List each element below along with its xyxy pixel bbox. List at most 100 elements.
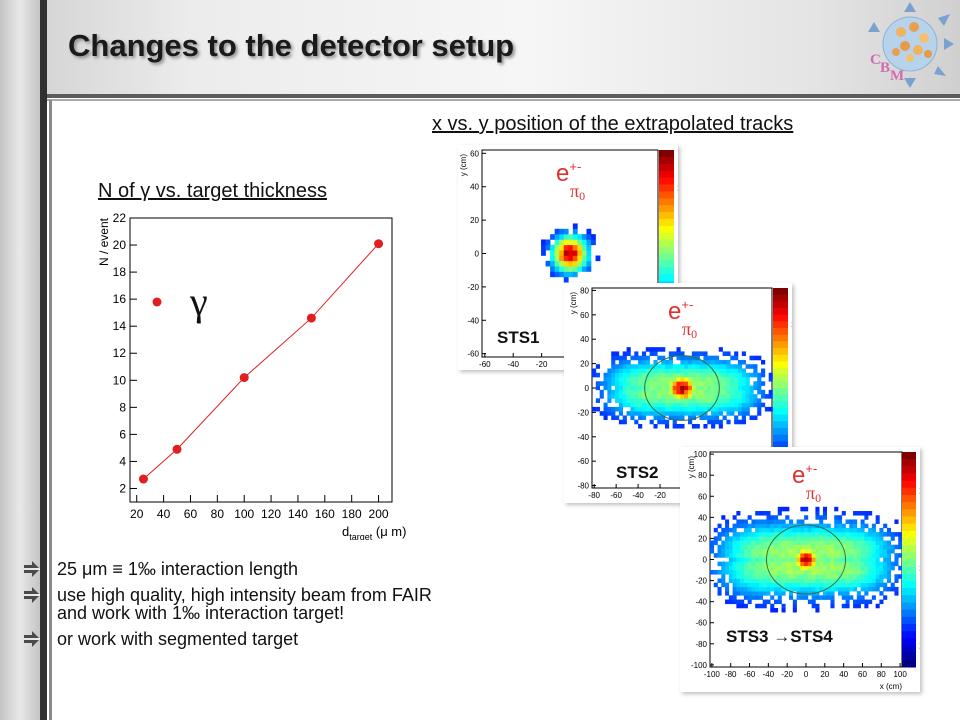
heatmap-cell (887, 574, 891, 579)
bullet-item: 25 μm ≡ 1‰ interaction length (24, 560, 464, 578)
heatmap-cell (657, 381, 661, 386)
heatmap-cell (573, 256, 578, 262)
heatmap-cell (630, 377, 634, 382)
heatmap-cell (774, 541, 778, 546)
heatmap-cell (785, 562, 789, 567)
heatmap-cell (623, 360, 627, 365)
heatmap-cell (755, 574, 759, 579)
heatmap-cell (582, 261, 587, 267)
heatmap-cell (646, 360, 650, 365)
heatmap-cell (684, 381, 688, 386)
heatmap-cell (898, 574, 902, 579)
heatmap-cell (770, 524, 774, 529)
heatmap-cell (738, 386, 742, 391)
heatmap-cell (823, 574, 827, 579)
heatmap-cell (611, 407, 615, 412)
heatmap-cell (615, 386, 619, 391)
heatmap-cell (823, 557, 827, 562)
heatmap-cell (744, 553, 748, 558)
heatmap-cell (823, 562, 827, 567)
heatmap-cell (834, 528, 838, 533)
heatmap-cell (733, 578, 737, 583)
heatmap-cell (559, 256, 564, 262)
heatmap-cell (834, 524, 838, 529)
heatmap-cell (857, 545, 861, 550)
heatmap-cell (726, 420, 730, 425)
heatmap-cell (853, 532, 857, 537)
heatmap-cell (611, 360, 615, 365)
heatmap-cell (688, 394, 692, 399)
heatmap-cell (638, 411, 642, 416)
heatmap-cell (721, 545, 725, 550)
heatmap-cell (842, 511, 846, 516)
heatmap-cell (726, 368, 730, 373)
heatmap-cell (782, 562, 786, 567)
heatmap-cell (872, 557, 876, 562)
heatmap-cell (623, 373, 627, 378)
heatmap-cell (846, 557, 850, 562)
heatmap-cell (750, 386, 754, 391)
heatmap-cell (868, 528, 872, 533)
heatmap-cell (568, 272, 573, 278)
heatmap-cell (688, 420, 692, 425)
heatmap-cell (738, 403, 742, 408)
heatmap-cell (677, 364, 681, 369)
heatmap-cell (800, 578, 804, 583)
heatmap-cell (555, 239, 560, 245)
heatmap-cell (861, 557, 865, 562)
heatmap-cell (638, 377, 642, 382)
svg-text:M: M (890, 68, 904, 84)
heatmap-cell (876, 515, 880, 520)
heatmap-cell (740, 604, 744, 609)
heatmap-cell (868, 578, 872, 583)
heatmap-cell (730, 368, 734, 373)
heatmap-cell (785, 553, 789, 558)
heatmap-cell (766, 578, 770, 583)
heatmap-cell (761, 403, 765, 408)
heatmap-cell (797, 557, 801, 562)
sts1-label: STS1 (497, 328, 540, 348)
heatmap-cell (765, 407, 769, 412)
heatmap-cell (634, 373, 638, 378)
heatmap-cell (876, 541, 880, 546)
heatmap-cell (857, 562, 861, 567)
heatmap-cell (669, 411, 673, 416)
heatmap-cell (864, 536, 868, 541)
heatmap-cell (573, 229, 578, 235)
heatmap-cell (748, 532, 752, 537)
heatmap-cell (800, 528, 804, 533)
heatmap-cell (766, 536, 770, 541)
heatmap-cell (753, 386, 757, 391)
heatmap-cell (793, 562, 797, 567)
heatmap-cell (872, 574, 876, 579)
heatmap-cell (823, 578, 827, 583)
heatmap-cell (703, 424, 707, 429)
heatmap-cell (627, 368, 631, 373)
bullet-arrow-icon (24, 631, 40, 647)
heatmap-cell (778, 566, 782, 571)
heatmap-cell (714, 528, 718, 533)
heatmap-cell (868, 545, 872, 550)
heatmap-cell (846, 536, 850, 541)
heatmap-cell (550, 250, 555, 256)
heatmap-cell (770, 515, 774, 520)
legend-gamma-symbol: γ (189, 279, 208, 324)
heatmap-cell (846, 591, 850, 596)
heatmap-cell (815, 583, 819, 588)
heatmap-cell (711, 356, 715, 361)
heatmap-cell (778, 545, 782, 550)
heatmap-cell (586, 229, 591, 235)
heatmap-cell (729, 541, 733, 546)
heatmap-cell (872, 536, 876, 541)
heatmap-cell (707, 403, 711, 408)
heatmap-cell (714, 553, 718, 558)
heatmap-cell (623, 390, 627, 395)
heatmap-cell (763, 587, 767, 592)
heatmap-cell (736, 591, 740, 596)
heatmap-cell (769, 394, 773, 399)
heatmap-cell (751, 570, 755, 575)
heatmap-cell (559, 272, 564, 278)
heatmap-cell (857, 532, 861, 537)
heatmap-cell (804, 570, 808, 575)
heading-xy-position: x vs. y position of the extrapolated tra… (432, 113, 793, 136)
